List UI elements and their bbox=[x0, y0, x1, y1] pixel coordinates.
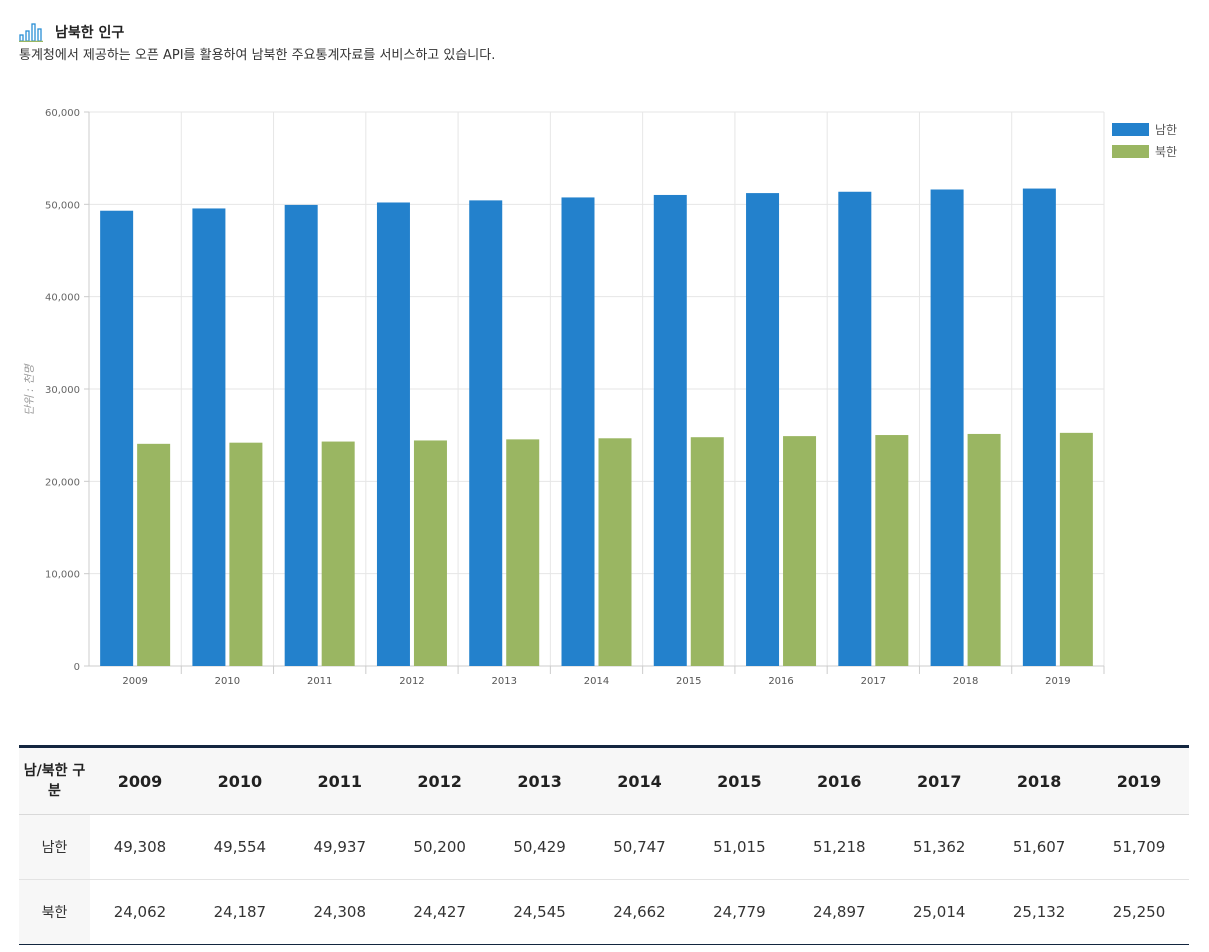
page-header: 남북한 인구 통계청에서 제공하는 오픈 API를 활용하여 남북한 주요통계자… bbox=[19, 22, 1189, 63]
chart-legend: 남한 북한 bbox=[1112, 118, 1177, 162]
table-cell: 49,308 bbox=[90, 814, 190, 880]
y-axis-title: 단위 : 천명 bbox=[23, 363, 36, 416]
table-cell: 24,545 bbox=[513, 903, 566, 921]
y-tick-label: 10,000 bbox=[45, 570, 80, 581]
year-header: 2011 bbox=[289, 746, 390, 815]
table-cell: 24,897 bbox=[813, 903, 866, 921]
table-cell: 49,554 bbox=[189, 814, 290, 880]
table-cell: 50,200 bbox=[389, 814, 490, 880]
table-row-south: 남한 49,308 49,554 49,937 50,200 50,429 50… bbox=[19, 814, 1189, 880]
x-tick-label: 2012 bbox=[399, 676, 424, 687]
table-cell: 25,250 bbox=[1112, 903, 1166, 921]
table-cell: 51,709 bbox=[1089, 814, 1189, 880]
table-cell: 24,662 bbox=[613, 903, 666, 921]
bar-south[interactable] bbox=[469, 200, 503, 666]
y-tick-label: 0 bbox=[74, 662, 80, 673]
table-cell: 50,429 bbox=[489, 814, 590, 880]
table-cell: 51,218 bbox=[789, 814, 890, 880]
x-tick-label: 2017 bbox=[861, 676, 886, 687]
legend-label-south: 남한 bbox=[1155, 122, 1178, 137]
y-tick-label: 20,000 bbox=[45, 477, 80, 488]
page-subtitle: 통계청에서 제공하는 오픈 API를 활용하여 남북한 주요통계자료를 서비스하… bbox=[19, 48, 496, 63]
table-cell: 50,747 bbox=[589, 814, 690, 880]
row-label: 북한 bbox=[19, 879, 90, 945]
legend-label-north: 북한 bbox=[1155, 144, 1178, 159]
x-tick-label: 2013 bbox=[492, 676, 517, 687]
population-table: 남/북한 구분 2009 2010 2011 2012 2013 2014 20… bbox=[19, 745, 1189, 945]
year-header: 2014 bbox=[589, 746, 690, 815]
x-tick-label: 2019 bbox=[1045, 676, 1070, 687]
year-header: 2015 bbox=[689, 746, 790, 815]
year-header: 2009 bbox=[90, 746, 190, 815]
year-header: 2010 bbox=[189, 746, 290, 815]
table-row-north: 북한 24,062 24,187 24,308 24,427 24,545 24… bbox=[19, 879, 1189, 945]
bar-south[interactable] bbox=[192, 208, 226, 666]
bar-south[interactable] bbox=[838, 191, 872, 666]
x-tick-label: 2011 bbox=[307, 676, 332, 687]
year-header: 2018 bbox=[989, 746, 1090, 815]
x-tick-label: 2016 bbox=[768, 676, 793, 687]
bar-south[interactable] bbox=[746, 193, 780, 666]
table-cell: 25,132 bbox=[1012, 903, 1066, 921]
table-cell: 25,014 bbox=[912, 903, 966, 921]
x-tick-label: 2009 bbox=[122, 676, 147, 687]
y-tick-label: 60,000 bbox=[45, 108, 80, 119]
table-corner-label: 남/북한 구분 bbox=[19, 746, 90, 815]
bar-north[interactable] bbox=[1059, 432, 1093, 666]
x-tick-label: 2018 bbox=[953, 676, 978, 687]
bar-north[interactable] bbox=[783, 436, 817, 666]
page-title: 남북한 인구 bbox=[55, 25, 125, 41]
year-header: 2012 bbox=[389, 746, 490, 815]
bar-north[interactable] bbox=[598, 438, 632, 666]
table-header-row: 남/북한 구분 2009 2010 2011 2012 2013 2014 20… bbox=[19, 746, 1189, 815]
bar-south[interactable] bbox=[930, 189, 964, 666]
population-bar-chart: 0 10,000 20,000 30,000 40,000 50,000 60,000 200… bbox=[23, 108, 1105, 687]
legend-item-south[interactable]: 남한 bbox=[1112, 118, 1177, 140]
bar-north[interactable] bbox=[875, 435, 909, 666]
table-cell: 49,937 bbox=[289, 814, 390, 880]
table-cell: 51,362 bbox=[889, 814, 990, 880]
table-cell: 24,779 bbox=[713, 903, 766, 921]
bar-north[interactable] bbox=[137, 443, 171, 666]
legend-swatch-north bbox=[1112, 144, 1149, 158]
x-tick-label: 2014 bbox=[584, 676, 609, 687]
table-cell: 24,308 bbox=[313, 903, 367, 921]
bar-south[interactable] bbox=[1022, 188, 1056, 666]
row-label: 남한 bbox=[19, 814, 90, 880]
bar-south[interactable] bbox=[653, 194, 687, 667]
table-cell: 24,427 bbox=[413, 903, 466, 921]
x-tick-label: 2015 bbox=[676, 676, 701, 687]
bar-north[interactable] bbox=[967, 433, 1001, 666]
bar-chart-icon bbox=[19, 23, 43, 42]
table-cell: 51,015 bbox=[689, 814, 790, 880]
bar-south[interactable] bbox=[561, 197, 595, 666]
bar-north[interactable] bbox=[413, 440, 447, 666]
year-header: 2017 bbox=[889, 746, 990, 815]
bar-north[interactable] bbox=[506, 439, 540, 666]
table-cell: 24,062 bbox=[113, 903, 167, 921]
bar-south[interactable] bbox=[100, 210, 134, 666]
y-tick-label: 30,000 bbox=[45, 385, 80, 396]
bar-north[interactable] bbox=[690, 437, 724, 666]
bar-south[interactable] bbox=[284, 204, 318, 666]
table-cell: 51,607 bbox=[989, 814, 1090, 880]
bar-north[interactable] bbox=[229, 442, 263, 666]
table-cell: 24,187 bbox=[213, 903, 267, 921]
legend-item-north[interactable]: 북한 bbox=[1112, 140, 1177, 162]
year-header: 2016 bbox=[789, 746, 890, 815]
year-header: 2019 bbox=[1089, 746, 1189, 815]
y-tick-label: 50,000 bbox=[45, 200, 80, 211]
x-tick-label: 2010 bbox=[215, 676, 240, 687]
title-row: 남북한 인구 bbox=[19, 22, 1189, 42]
bar-north[interactable] bbox=[321, 441, 355, 666]
year-header: 2013 bbox=[489, 746, 590, 815]
y-tick-label: 40,000 bbox=[45, 293, 80, 304]
bar-south[interactable] bbox=[376, 202, 410, 666]
legend-swatch-south bbox=[1112, 122, 1149, 136]
